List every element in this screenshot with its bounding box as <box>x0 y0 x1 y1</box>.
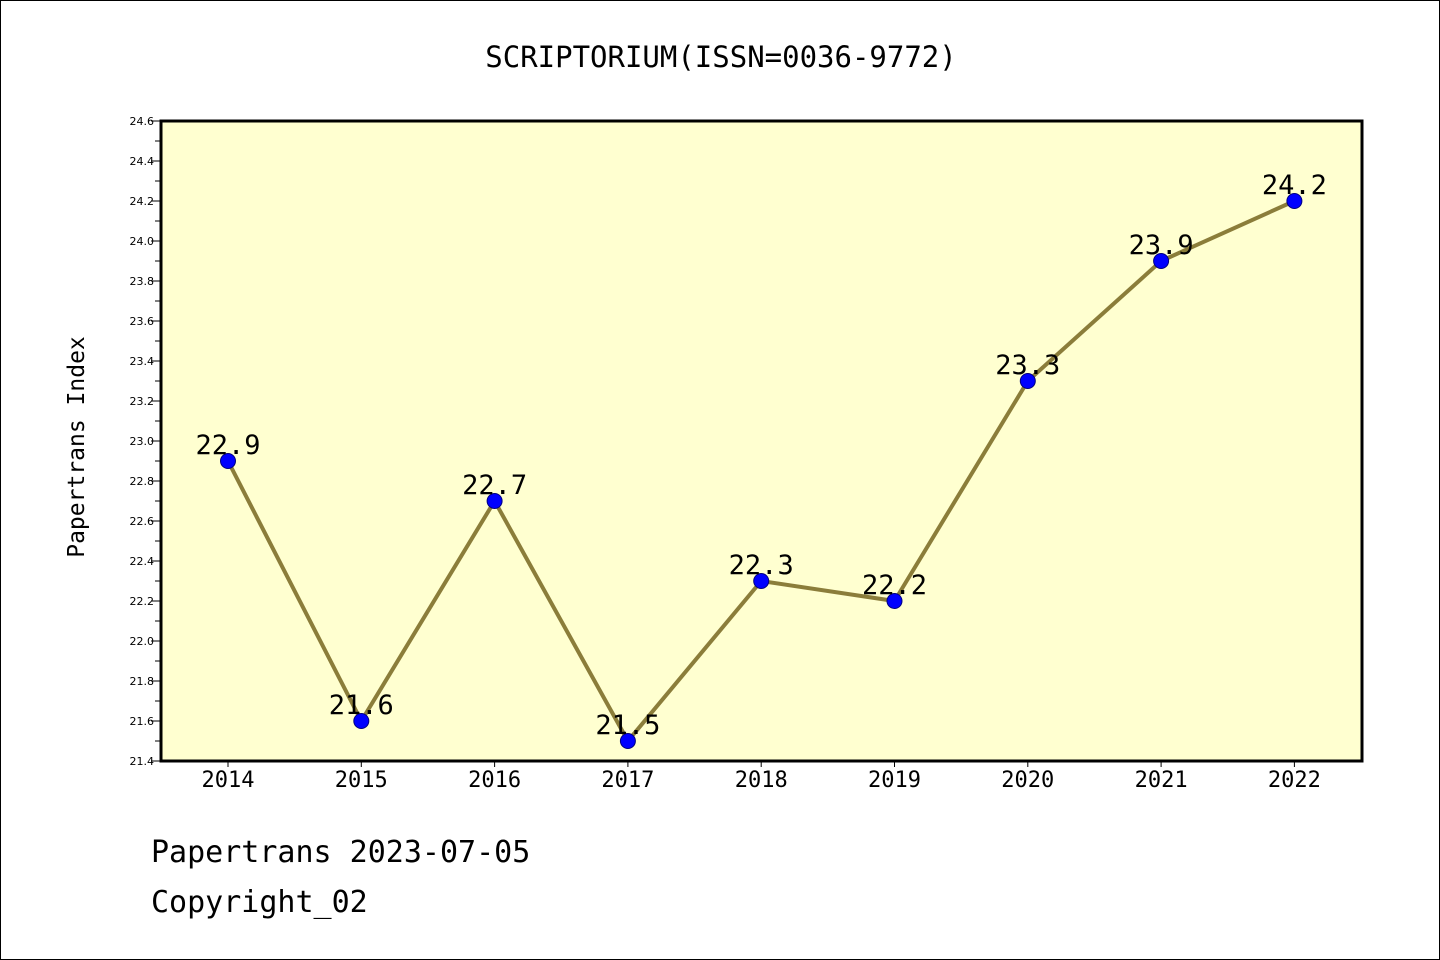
y-tick-label: 24.0 <box>130 235 155 248</box>
x-tick-label: 2014 <box>202 768 255 793</box>
footer-copyright: Copyright_02 <box>151 885 368 920</box>
data-label: 22.9 <box>195 430 260 461</box>
y-tick-label: 23.6 <box>130 315 155 328</box>
y-tick-label: 24.4 <box>130 155 155 168</box>
x-tick-label: 2021 <box>1135 768 1188 793</box>
data-label: 22.2 <box>862 570 927 601</box>
data-point-marker <box>619 733 636 749</box>
x-tick-label: 2018 <box>735 768 788 793</box>
y-tick-label: 22.2 <box>130 595 155 608</box>
data-label: 21.5 <box>595 710 660 741</box>
data-point-marker <box>486 493 503 509</box>
x-tick-label: 2017 <box>601 768 654 793</box>
data-label: 24.2 <box>1262 170 1327 201</box>
y-tick-label: 22.6 <box>130 515 155 528</box>
data-point-marker <box>1286 193 1303 209</box>
chart-title: SCRIPTORIUM(ISSN=0036-9772) <box>485 40 957 74</box>
y-tick-label: 21.6 <box>130 715 155 728</box>
plot-area <box>161 121 1362 761</box>
x-tick-label: 2020 <box>1001 768 1054 793</box>
y-tick-label: 23.4 <box>130 355 155 368</box>
y-tick-label: 22.4 <box>130 555 155 568</box>
y-tick-label: 24.2 <box>130 195 155 208</box>
data-point-marker <box>353 713 370 729</box>
data-point-marker <box>220 453 236 469</box>
y-tick-label: 22.8 <box>130 475 155 488</box>
data-label: 23.9 <box>1129 230 1194 261</box>
y-tick-label: 21.4 <box>130 755 155 768</box>
x-tick-label: 2015 <box>335 768 388 793</box>
y-tick-label: 24.6 <box>130 115 155 128</box>
x-tick-label: 2019 <box>868 768 921 793</box>
y-tick-label: 23.2 <box>130 395 155 408</box>
y-tick-label: 23.0 <box>130 435 155 448</box>
data-point-marker <box>1019 373 1036 389</box>
plot-frame <box>159 119 1364 763</box>
x-tick-label: 2022 <box>1268 768 1321 793</box>
data-point-marker <box>753 573 770 589</box>
data-label: 21.6 <box>329 690 394 721</box>
data-point-marker <box>1153 253 1170 269</box>
x-tick-label: 2016 <box>468 768 521 793</box>
data-label: 22.3 <box>729 550 794 581</box>
footer-date-line: Papertrans 2023-07-05 <box>151 835 531 870</box>
data-label: 23.3 <box>995 350 1060 381</box>
data-label: 22.7 <box>462 470 527 501</box>
y-tick-label: 21.8 <box>130 675 155 688</box>
y-tick-label: 22.0 <box>130 635 155 648</box>
data-point-marker <box>886 593 903 609</box>
y-tick-label: 23.8 <box>130 275 155 288</box>
